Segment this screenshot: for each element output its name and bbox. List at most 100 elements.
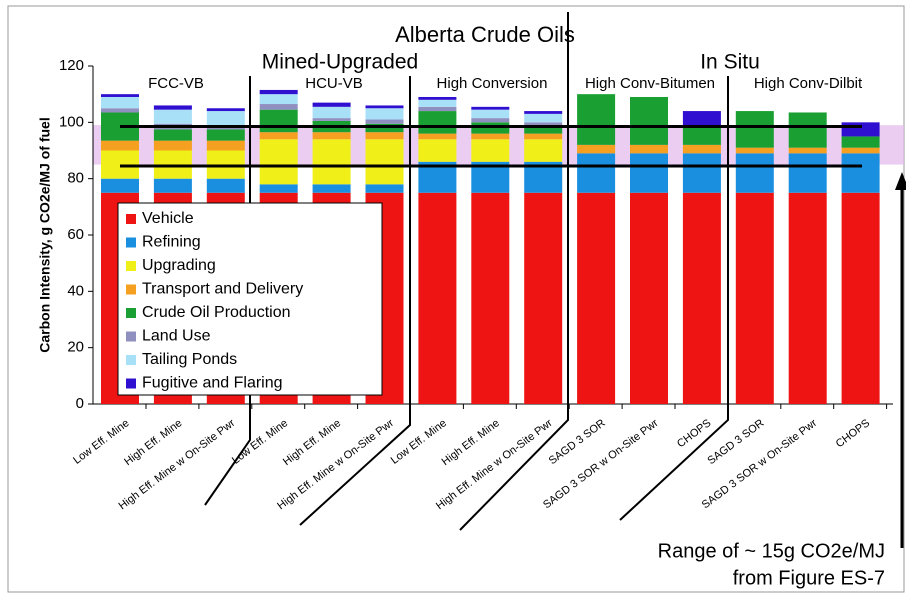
divider xyxy=(299,76,411,526)
chart-title: Alberta Crude Oils xyxy=(395,22,575,47)
y-tick-label: 80 xyxy=(67,170,84,187)
bar-segment xyxy=(259,139,298,185)
bar-segment xyxy=(153,105,192,110)
arrow-head xyxy=(895,172,906,190)
bar-segment xyxy=(788,153,827,193)
bar-segment xyxy=(365,119,404,124)
bar-segment xyxy=(682,144,721,154)
bar-segment xyxy=(418,139,457,162)
bar-segment xyxy=(259,132,298,140)
bar-segment xyxy=(206,111,245,126)
legend-label: Vehicle xyxy=(142,210,194,227)
bar-segment xyxy=(153,178,192,193)
bar-segment xyxy=(524,113,563,123)
bar-segment xyxy=(471,109,510,119)
bar-segment xyxy=(682,153,721,193)
bar-segment xyxy=(577,192,616,404)
legend-swatch xyxy=(126,331,136,342)
bar-segment xyxy=(788,147,827,154)
bar-segment xyxy=(101,94,139,97)
bar-segment xyxy=(524,122,563,126)
bar-segment xyxy=(524,111,563,114)
bar-segment xyxy=(735,153,774,193)
y-axis-title: Carbon Intensity, g CO2e/MJ of fuel xyxy=(37,117,53,352)
bar-segment xyxy=(101,108,139,113)
bar-segment xyxy=(471,118,510,123)
bar-segment xyxy=(682,111,721,128)
section-label: Mined-Upgraded xyxy=(262,51,418,74)
bar-segment xyxy=(630,153,668,193)
bar-segment xyxy=(630,96,668,145)
group-label: High Conv-Dilbit xyxy=(754,75,863,92)
bar-segment xyxy=(735,192,774,404)
bar-segment xyxy=(630,144,668,154)
legend-swatch xyxy=(126,355,136,365)
bar-segment xyxy=(206,108,245,112)
divider xyxy=(459,12,569,531)
bar-segment xyxy=(365,105,404,109)
bar-segment xyxy=(206,178,245,193)
bar-segment xyxy=(312,106,351,119)
legend-swatch xyxy=(126,284,136,295)
annotation: from Figure ES-7 xyxy=(733,567,885,589)
group-label: High Conv-Bitumen xyxy=(585,75,715,92)
bar-segment xyxy=(524,133,563,140)
bar-segment xyxy=(471,139,510,162)
bar-segment xyxy=(471,192,510,404)
bar-segment xyxy=(841,153,880,193)
y-tick-label: 60 xyxy=(67,226,84,243)
legend-label: Refining xyxy=(142,234,201,251)
bar-segment xyxy=(418,106,457,112)
bar-segment xyxy=(630,192,668,404)
bar-segment xyxy=(577,144,616,154)
bar-segment xyxy=(735,147,774,154)
bar-segment xyxy=(259,109,298,133)
bar-segment xyxy=(365,108,404,120)
bar-segment xyxy=(312,132,351,140)
bar-segment xyxy=(101,178,139,193)
y-tick-label: 0 xyxy=(76,395,84,412)
bar-segment xyxy=(682,192,721,404)
y-tick-label: 40 xyxy=(67,282,84,299)
legend-label: Tailing Ponds xyxy=(142,351,237,368)
group-label: High Conversion xyxy=(437,75,548,92)
bar-segment xyxy=(471,106,510,110)
bar-segment xyxy=(524,139,563,162)
bar-segment xyxy=(101,96,139,109)
bar-segment xyxy=(418,111,457,134)
divider xyxy=(619,76,729,521)
legend-swatch xyxy=(126,308,136,318)
bar-segment xyxy=(841,147,880,154)
bar-segment xyxy=(259,89,298,95)
legend-swatch xyxy=(126,261,136,271)
legend-label: Upgrading xyxy=(142,257,216,274)
bar-segment xyxy=(577,153,616,193)
bar-segment xyxy=(312,118,351,121)
bar-segment xyxy=(259,184,298,193)
bar-segment xyxy=(788,192,827,404)
divider xyxy=(204,76,251,506)
legend-label: Land Use xyxy=(142,328,211,345)
dividers xyxy=(204,12,729,531)
legend-swatch xyxy=(126,378,136,389)
bar-segment xyxy=(365,132,404,140)
annotation: Range of ~ 15g CO2e/MJ xyxy=(658,540,885,562)
bar-segment xyxy=(153,140,192,151)
bar-segment xyxy=(788,112,827,148)
bar-segment xyxy=(206,140,245,151)
legend-label: Transport and Delivery xyxy=(142,281,303,298)
bar-segment xyxy=(524,125,563,134)
bar-segment xyxy=(365,139,404,185)
legend-swatch xyxy=(126,237,136,248)
y-tick-label: 20 xyxy=(67,339,84,356)
bar-segment xyxy=(312,139,351,185)
group-label: FCC-VB xyxy=(148,75,204,92)
bar-segment xyxy=(418,192,457,404)
section-label: In Situ xyxy=(700,51,760,74)
bar-segment xyxy=(206,129,245,141)
bar-segment xyxy=(471,133,510,140)
legend-label: Fugitive and Flaring xyxy=(142,375,283,392)
bar-segment xyxy=(841,192,880,404)
